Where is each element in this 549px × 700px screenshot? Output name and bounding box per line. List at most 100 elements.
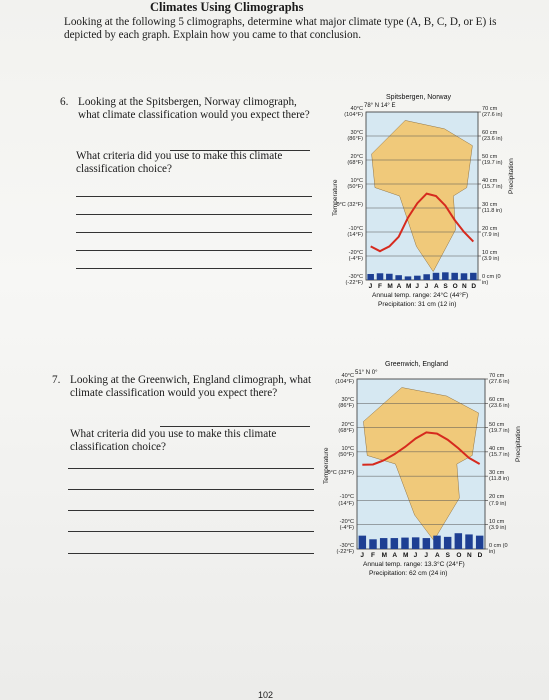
y2-tick-label: 50 cm (19.7 in) bbox=[482, 154, 503, 167]
month-label: J bbox=[424, 283, 429, 290]
map-land bbox=[371, 120, 473, 272]
precipitation-bar bbox=[401, 537, 409, 549]
question-text: Looking at the Spitsbergen, Norway climo… bbox=[78, 96, 310, 121]
answer-line bbox=[68, 531, 314, 532]
y-tick-label: -20°C (-4°F) bbox=[348, 250, 363, 263]
precipitation-bar bbox=[414, 275, 421, 280]
precipitation-bar bbox=[443, 536, 452, 549]
answer-line bbox=[76, 268, 312, 269]
month-label: M bbox=[403, 552, 409, 559]
temperature-axis-title: Temperature bbox=[332, 179, 339, 217]
month-label: J bbox=[413, 552, 418, 559]
month-label: M bbox=[387, 283, 393, 290]
precipitation-bar bbox=[460, 273, 468, 280]
precipitation-bar bbox=[404, 276, 412, 280]
precipitation-axis-title: Precipitation bbox=[515, 426, 522, 462]
y2-tick-label: 20 cm (7.9 in) bbox=[489, 494, 507, 507]
y-tick-label: 10°C (50°F) bbox=[347, 178, 363, 191]
annual-range: Annual temp. range: 13.3°C (24°F) bbox=[363, 561, 465, 568]
month-label: N bbox=[467, 552, 472, 559]
temperature-axis-title: Temperature bbox=[323, 447, 330, 485]
y-tick-label: 0°C (32°F) bbox=[336, 202, 363, 208]
y2-tick-label: 60 cm (23.6 in) bbox=[489, 397, 510, 410]
page-title: Climates Using Climographs bbox=[150, 0, 304, 14]
answer-line bbox=[68, 510, 314, 511]
annual-precipitation: Precipitation: 62 cm (24 in) bbox=[369, 570, 448, 577]
precipitation-axis-title: Precipitation bbox=[508, 158, 515, 194]
y-tick-label: 10°C (50°F) bbox=[338, 445, 354, 459]
precipitation-bar bbox=[376, 273, 384, 280]
month-label: D bbox=[471, 283, 477, 290]
precipitation-bar bbox=[386, 273, 393, 280]
precipitation-bar bbox=[433, 535, 441, 549]
y2-tick-label: 10 cm (3.9 in) bbox=[482, 250, 500, 263]
y-tick-label: -10°C (14°F) bbox=[338, 494, 354, 507]
precipitation-bar bbox=[367, 274, 374, 280]
temperature-line bbox=[370, 192, 475, 253]
answer-line bbox=[76, 214, 312, 215]
month-label: A bbox=[396, 283, 402, 290]
precipitation-bar bbox=[475, 535, 484, 549]
y-tick-label: 20°C (68°F) bbox=[338, 421, 354, 434]
answer-line bbox=[76, 196, 312, 197]
y2-tick-label: 70 cm (27.6 in) bbox=[482, 106, 503, 119]
answer-line bbox=[160, 426, 310, 427]
precipitation-bar bbox=[395, 275, 402, 280]
y2-tick-label: 20 cm (7.9 in) bbox=[482, 226, 500, 239]
instructions: Looking at the following 5 climographs, … bbox=[64, 16, 497, 41]
y-tick-label: 40°C (104°F) bbox=[335, 373, 354, 386]
month-label: O bbox=[452, 283, 458, 290]
y-tick-label: 0°C (32°F) bbox=[327, 470, 354, 477]
precipitation-bar bbox=[442, 272, 449, 280]
temperature-line bbox=[362, 431, 481, 466]
precipitation-bar bbox=[369, 539, 377, 549]
answer-line bbox=[68, 489, 314, 490]
y2-tick-label: 0 cm (0 in) bbox=[482, 274, 501, 287]
y2-tick-label: 30 cm (11.8 in) bbox=[482, 202, 503, 215]
month-label: J bbox=[368, 283, 373, 290]
chart-title: Greenwich, England bbox=[385, 361, 449, 368]
coordinates: 51° N 0° bbox=[355, 370, 378, 376]
map-land bbox=[363, 387, 479, 541]
precipitation-bar bbox=[390, 538, 399, 549]
month-label: A bbox=[434, 283, 439, 290]
month-label: A bbox=[435, 552, 440, 559]
y-tick-label: -30°C (-22°F) bbox=[336, 543, 354, 556]
month-label: S bbox=[443, 283, 448, 290]
coordinates: 78° N 14° E bbox=[364, 103, 396, 109]
y-tick-label: -30°C (-22°F) bbox=[345, 274, 363, 287]
precipitation-bar bbox=[379, 538, 388, 549]
month-label: F bbox=[371, 552, 375, 559]
y2-tick-label: 70 cm (27.6 in) bbox=[489, 373, 510, 386]
annual-precipitation: Precipitation: 31 cm (12 in) bbox=[378, 301, 457, 308]
question-followup: What criteria did you use to make this c… bbox=[76, 150, 283, 175]
y-tick-label: -10°C (14°F) bbox=[347, 226, 363, 239]
y-tick-label: 30°C (86°F) bbox=[347, 130, 363, 143]
precipitation-bar bbox=[423, 274, 430, 280]
month-label: O bbox=[456, 552, 462, 559]
month-label: J bbox=[360, 552, 364, 559]
y2-tick-label: 50 cm (19.7 in) bbox=[489, 421, 510, 434]
answer-line bbox=[76, 232, 312, 233]
month-label: M bbox=[406, 283, 412, 290]
precipitation-bar bbox=[465, 534, 473, 549]
month-label: F bbox=[378, 283, 382, 290]
answer-line bbox=[68, 553, 314, 554]
precipitation-bar bbox=[358, 535, 367, 549]
answer-line bbox=[68, 468, 314, 469]
annual-range: Annual temp. range: 24°C (44°F) bbox=[372, 292, 469, 299]
precipitation-bar bbox=[432, 272, 440, 280]
precipitation-bar bbox=[411, 537, 420, 549]
month-label: J bbox=[415, 283, 419, 290]
precipitation-bar bbox=[451, 272, 458, 280]
y-tick-label: 40°C (104°F) bbox=[344, 106, 363, 119]
y2-tick-label: 60 cm (23.6 in) bbox=[482, 130, 503, 143]
month-label: D bbox=[477, 552, 483, 559]
precipitation-bar bbox=[454, 533, 463, 549]
month-label: A bbox=[392, 552, 398, 559]
page-number: 102 bbox=[258, 690, 274, 700]
y2-tick-label: 40 cm (15.7 in) bbox=[489, 445, 510, 459]
precipitation-bar bbox=[422, 538, 431, 549]
